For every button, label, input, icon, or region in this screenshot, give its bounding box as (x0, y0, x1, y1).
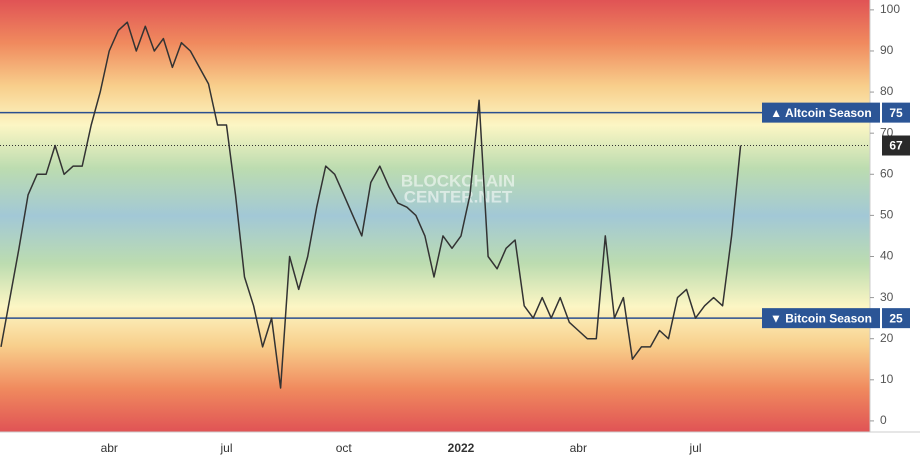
threshold-value-tag (882, 102, 910, 123)
current-value-tag (882, 135, 910, 156)
y-tick-label: 90 (880, 43, 894, 57)
threshold-tag (762, 308, 880, 329)
threshold-value: 25 (889, 311, 903, 325)
y-tick-label: 80 (880, 84, 894, 98)
y-tick-label: 50 (880, 208, 894, 222)
x-tick-label: abr (101, 441, 118, 455)
threshold-label: ▼ Bitcoin Season (770, 311, 872, 325)
x-tick-label: jul (689, 441, 702, 455)
x-tick-label: jul (219, 441, 232, 455)
threshold-value-tag (882, 308, 910, 329)
x-tick-label: abr (570, 441, 587, 455)
y-tick-label: 20 (880, 331, 894, 345)
y-tick-label: 0 (880, 413, 887, 427)
plot-background (0, 0, 870, 432)
threshold-value: 75 (889, 106, 903, 120)
data-line (0, 21, 742, 389)
y-tick-label: 60 (880, 166, 894, 180)
x-tick-label: oct (336, 441, 353, 455)
watermark: BLOCKCHAIN (401, 171, 515, 190)
threshold-label: ▲ Altcoin Season (770, 106, 871, 120)
threshold-tag (762, 102, 880, 123)
y-tick-label: 100 (880, 2, 900, 16)
y-tick-label: 30 (880, 290, 894, 304)
watermark: CENTER.NET (404, 187, 513, 206)
y-tick-label: 40 (880, 249, 894, 263)
x-tick-label: 2022 (448, 441, 475, 455)
current-value: 67 (889, 139, 903, 153)
y-tick-label: 10 (880, 372, 894, 386)
